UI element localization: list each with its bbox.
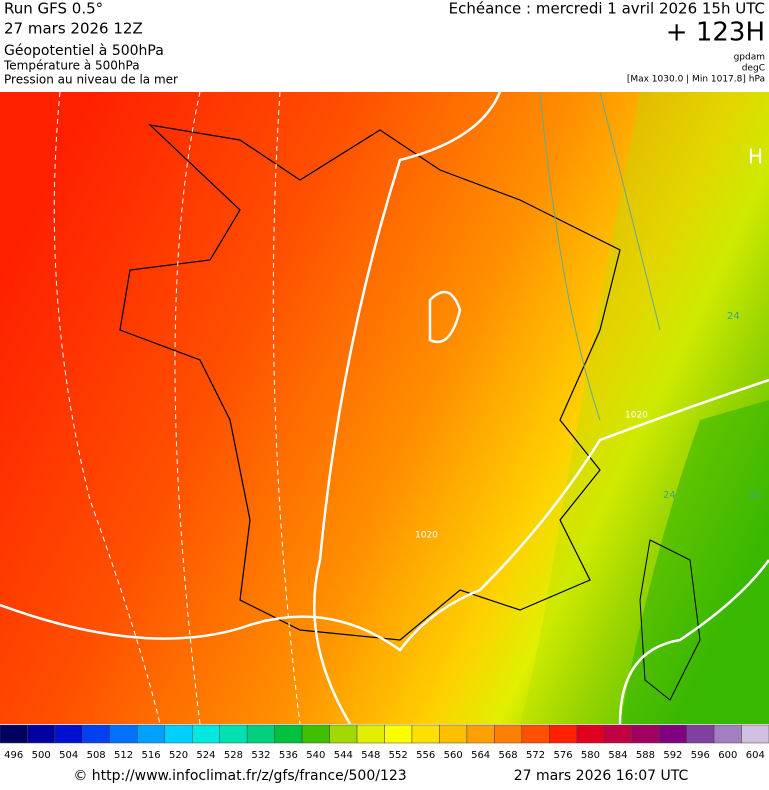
colorbar-label: 604: [746, 750, 765, 761]
colorbar-label: 584: [608, 750, 627, 761]
colorbar-swatch: [192, 724, 220, 744]
colorbar-label: 556: [416, 750, 435, 761]
colorbar-swatch: [411, 724, 440, 744]
colorbar-label: 596: [691, 750, 710, 761]
colorbar-swatch: [686, 724, 715, 744]
colorbar-label: 532: [251, 750, 270, 761]
isobar: [618, 559, 769, 725]
colorbar-swatch: [576, 724, 605, 744]
colorbar: 496 500 504 508 512 516 520 524 528 532 536 540 544 5…: [0, 724, 769, 761]
field: Géopotentiel à 500hPa: [4, 43, 164, 59]
colorbar-swatch: [54, 724, 83, 744]
colorbar-swatch: [219, 724, 248, 744]
colorbar-label: 544: [334, 750, 353, 761]
colorbar-label: 572: [526, 750, 545, 761]
map: H 24 24 32 1020 1020: [0, 91, 769, 725]
colorbar-swatch: [0, 724, 28, 744]
colorbar-swatch: [521, 724, 550, 744]
colorbar-swatch: [603, 724, 632, 744]
colorbar-label: 568: [499, 750, 518, 761]
colorbar-swatch: [549, 724, 577, 744]
colorbar-label: 600: [718, 750, 737, 761]
contour-label: 32: [748, 490, 761, 501]
colorbar-swatch: [439, 724, 468, 744]
colorbar-swatch: [246, 724, 275, 744]
geopotential: [539, 91, 661, 421]
colorbar-label: 528: [224, 750, 243, 761]
contour-label: 24: [727, 311, 740, 322]
colorbar-label: 592: [663, 750, 682, 761]
colorbar-label: 524: [196, 750, 215, 761]
france-outline: [119, 124, 621, 641]
isobar: [0, 378, 769, 652]
colorbar-swatch: [658, 724, 687, 744]
corsica-outline: [639, 539, 701, 701]
url: © http://www.infoclimat.fr/z/gfs/france/…: [73, 768, 406, 784]
high-label: H: [748, 145, 763, 169]
colorbar-label: 504: [59, 750, 78, 761]
isobar: [313, 91, 502, 725]
zone: [620, 400, 769, 724]
colorbar-label: 540: [306, 750, 325, 761]
colorbar-label: 520: [169, 750, 188, 761]
field: Température à 500hPa: [3, 59, 140, 73]
timestamp: 27 mars 2026 16:07 UTC: [514, 768, 689, 784]
echeance: Echéance : mercredi 1 avril 2026 15h UTC: [449, 0, 765, 18]
colorbar-swatch: [329, 724, 358, 744]
run: Run GFS 0.5°: [4, 0, 103, 18]
colorbar-swatch: [137, 724, 166, 744]
colorbar-swatch: [466, 724, 495, 744]
colorbar-swatch: [27, 724, 56, 744]
contour-label: 24: [663, 490, 676, 501]
colorbar-label: 548: [361, 750, 380, 761]
colorbar-label: 500: [32, 750, 51, 761]
run-date: 27 mars 2026 12Z: [4, 20, 143, 38]
colorbar-label: 516: [142, 750, 161, 761]
colorbar-swatch: [384, 724, 413, 744]
colorbar-swatch: [631, 724, 660, 744]
colorbar-swatch: [301, 724, 330, 744]
colorbar-label: 496: [4, 750, 23, 761]
colorbar-swatch: [109, 724, 138, 744]
isobar: [428, 290, 462, 344]
colorbar-label: 552: [389, 750, 408, 761]
colorbar-swatch: [274, 724, 303, 744]
colorbar-label: 588: [636, 750, 655, 761]
colorbar-swatch: [713, 724, 742, 744]
colorbar-swatch: [741, 724, 769, 744]
contour-label: 1020: [415, 531, 438, 541]
isotherm: [53, 91, 301, 725]
colorbar-label: 512: [114, 750, 133, 761]
colorbar-label: 580: [581, 750, 600, 761]
colorbar-swatch: [82, 724, 111, 744]
colorbar-label: 576: [553, 750, 572, 761]
colorbar-swatch: [164, 724, 193, 744]
colorbar-label: 560: [444, 750, 463, 761]
colorbar-swatch: [356, 724, 385, 744]
colorbar-swatch: [494, 724, 523, 744]
unit: degC: [742, 64, 765, 74]
colorbar-label: 536: [279, 750, 298, 761]
pressure-range: [Max 1030.0 | Min 1017.8] hPa: [627, 75, 765, 85]
lead: + 123H: [666, 18, 765, 48]
colorbar-label: 564: [471, 750, 490, 761]
field: Pression au niveau de la mer: [4, 73, 178, 87]
unit: gpdam: [734, 53, 765, 63]
colorbar-label: 508: [87, 750, 106, 761]
contour-label: 1020: [625, 411, 648, 421]
